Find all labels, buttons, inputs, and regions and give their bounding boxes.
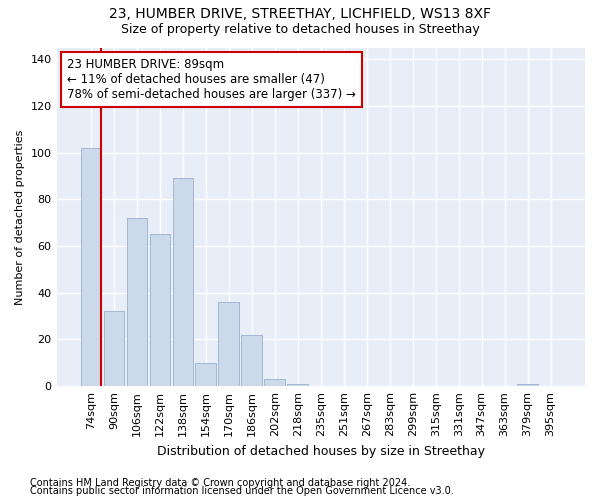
Bar bbox=[127, 218, 147, 386]
Text: Size of property relative to detached houses in Streethay: Size of property relative to detached ho… bbox=[121, 22, 479, 36]
Bar bbox=[287, 384, 308, 386]
Bar bbox=[218, 302, 239, 386]
Text: 23, HUMBER DRIVE, STREETHAY, LICHFIELD, WS13 8XF: 23, HUMBER DRIVE, STREETHAY, LICHFIELD, … bbox=[109, 8, 491, 22]
Text: Contains HM Land Registry data © Crown copyright and database right 2024.: Contains HM Land Registry data © Crown c… bbox=[30, 478, 410, 488]
Bar bbox=[517, 384, 538, 386]
X-axis label: Distribution of detached houses by size in Streethay: Distribution of detached houses by size … bbox=[157, 444, 485, 458]
Bar bbox=[241, 335, 262, 386]
Bar bbox=[149, 234, 170, 386]
Text: Contains public sector information licensed under the Open Government Licence v3: Contains public sector information licen… bbox=[30, 486, 454, 496]
Bar bbox=[80, 148, 101, 386]
Bar bbox=[173, 178, 193, 386]
Bar bbox=[104, 312, 124, 386]
Bar bbox=[265, 379, 285, 386]
Bar bbox=[196, 363, 216, 386]
Y-axis label: Number of detached properties: Number of detached properties bbox=[15, 129, 25, 304]
Text: 23 HUMBER DRIVE: 89sqm
← 11% of detached houses are smaller (47)
78% of semi-det: 23 HUMBER DRIVE: 89sqm ← 11% of detached… bbox=[67, 58, 356, 100]
